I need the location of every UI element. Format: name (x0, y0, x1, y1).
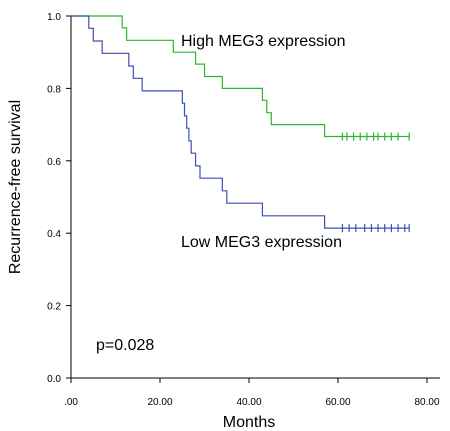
legend-label-high: High MEG3 expression (181, 33, 346, 50)
survival-step-line (71, 15, 410, 229)
x-tick-label: 20.00 (147, 397, 172, 408)
y-tick-label: 0.6 (47, 157, 61, 168)
x-axis-title: Months (223, 414, 275, 431)
x-tick-label: 80.00 (414, 397, 439, 408)
p-value-annotation: p=0.028 (96, 337, 154, 354)
series-high-meg3 (71, 15, 410, 141)
survival-step-line (71, 15, 410, 138)
x-tick-label: 40.00 (236, 397, 261, 408)
x-axis-ticks: .00 20.00 40.00 60.00 80.00 (64, 378, 440, 408)
y-axis-ticks: 0.0 0.2 0.4 0.6 0.8 1.0 (47, 12, 71, 385)
y-axis-title: Recurrence-free survival (7, 100, 24, 274)
chart-frame (70, 16, 440, 379)
series-layer (71, 15, 410, 233)
y-tick-label: 0.4 (47, 229, 61, 240)
x-tick-label: .00 (64, 397, 78, 408)
x-tick-label: 60.00 (325, 397, 350, 408)
series-low-meg3 (71, 15, 410, 233)
y-tick-label: 0.8 (47, 84, 61, 95)
y-tick-label: 1.0 (47, 12, 61, 23)
y-tick-label: 0.0 (47, 374, 61, 385)
legend-label-low: Low MEG3 expression (181, 234, 342, 251)
y-tick-label: 0.2 (47, 302, 61, 313)
